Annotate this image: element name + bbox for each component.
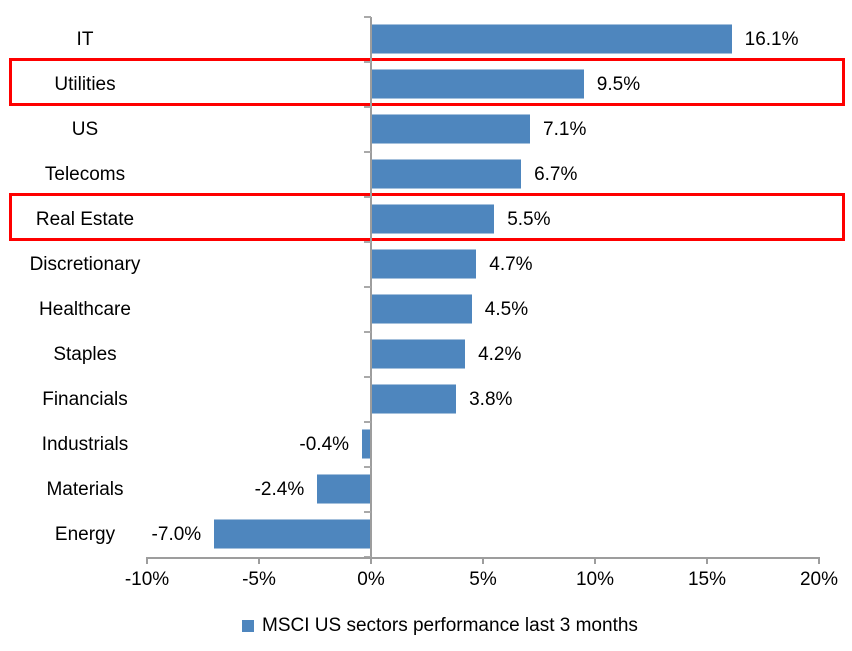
zero-axis-line xyxy=(370,17,372,557)
x-axis-tick-label: -10% xyxy=(124,569,170,590)
x-axis-tick-mark xyxy=(706,557,708,564)
category-label: Industrials xyxy=(41,434,129,455)
bar-us xyxy=(371,114,531,144)
category-tick-mark xyxy=(364,331,371,333)
value-label: 4.5% xyxy=(484,299,529,320)
category-label: IT xyxy=(76,29,94,50)
category-label: Staples xyxy=(53,344,117,365)
x-axis-tick-mark xyxy=(482,557,484,564)
category-tick-mark xyxy=(364,16,371,18)
x-axis-tick-label: 20% xyxy=(799,569,839,590)
bar-industrials xyxy=(362,429,371,459)
x-axis-tick-label: 0% xyxy=(357,569,385,590)
category-tick-mark xyxy=(364,106,371,108)
value-label: 6.7% xyxy=(534,164,578,185)
value-label: -2.4% xyxy=(254,479,305,500)
bar-it xyxy=(371,24,732,54)
category-tick-mark xyxy=(364,466,371,468)
legend-swatch-icon xyxy=(242,620,254,632)
value-label: 9.5% xyxy=(596,74,641,95)
value-label: 7.1% xyxy=(543,119,587,140)
bar-real-estate xyxy=(371,204,495,234)
x-axis-tick-mark xyxy=(146,557,148,564)
value-label: 4.2% xyxy=(478,344,522,365)
value-label: 4.7% xyxy=(489,254,533,275)
x-axis-tick-label: 5% xyxy=(469,569,497,590)
category-tick-mark xyxy=(364,151,371,153)
bar-materials xyxy=(317,474,371,504)
category-label: Real Estate xyxy=(35,209,135,230)
value-label: 16.1% xyxy=(744,29,799,50)
bar-staples xyxy=(371,339,466,369)
legend-label: MSCI US sectors performance last 3 month… xyxy=(262,615,638,636)
category-label: Materials xyxy=(46,479,124,500)
category-tick-mark xyxy=(364,241,371,243)
category-label: Energy xyxy=(54,524,116,545)
value-label: -0.4% xyxy=(299,434,350,455)
x-axis-tick-mark xyxy=(818,557,820,564)
bar-healthcare xyxy=(371,294,472,324)
x-axis-tick-mark xyxy=(370,557,372,564)
category-label: Discretionary xyxy=(29,254,141,275)
value-label: -7.0% xyxy=(151,524,202,545)
bar-telecoms xyxy=(371,159,522,189)
x-axis-tick-label: 10% xyxy=(575,569,615,590)
category-label: US xyxy=(71,119,99,140)
category-label: Utilities xyxy=(54,74,116,95)
x-axis-tick-mark xyxy=(258,557,260,564)
category-tick-mark xyxy=(364,286,371,288)
highlight-box-utilities xyxy=(9,58,845,106)
x-axis-tick-label: 15% xyxy=(687,569,727,590)
bar-utilities xyxy=(371,69,584,99)
category-label: Telecoms xyxy=(44,164,126,185)
bar-financials xyxy=(371,384,457,414)
category-tick-mark xyxy=(364,421,371,423)
value-label: 5.5% xyxy=(507,209,551,230)
category-tick-mark xyxy=(364,196,371,198)
highlight-box-real-estate xyxy=(9,193,845,241)
category-label: Healthcare xyxy=(39,299,131,320)
chart-legend: MSCI US sectors performance last 3 month… xyxy=(242,613,638,639)
category-tick-mark xyxy=(364,511,371,513)
category-tick-mark xyxy=(364,61,371,63)
bar-energy xyxy=(214,519,371,549)
bar-discretionary xyxy=(371,249,477,279)
category-tick-mark xyxy=(364,376,371,378)
value-label: 3.8% xyxy=(469,389,513,410)
x-axis-tick-mark xyxy=(594,557,596,564)
x-axis-tick-label: -5% xyxy=(242,569,276,590)
category-label: Financials xyxy=(42,389,128,410)
